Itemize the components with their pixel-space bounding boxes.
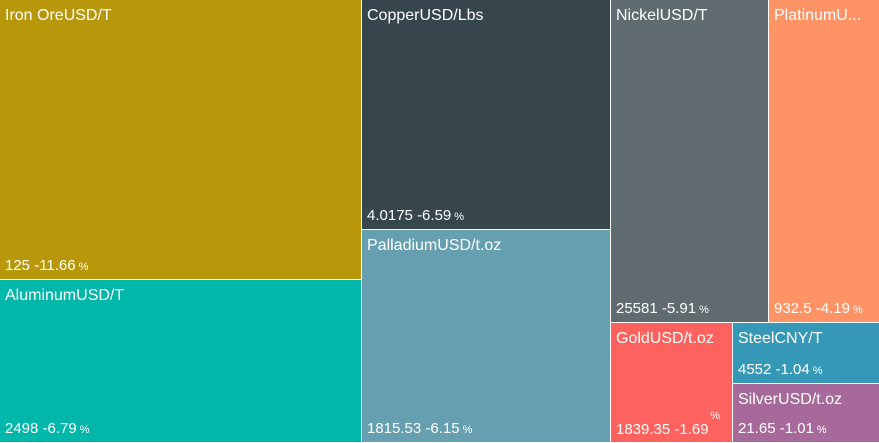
- tile-value: 21.65 -1.01%: [738, 420, 827, 437]
- tile-platinum[interactable]: PlatinumU... 932.5 -4.19%: [769, 0, 879, 323]
- tile-value: 125 -11.66%: [5, 257, 89, 274]
- tile-label: GoldUSD/t.oz: [616, 330, 714, 347]
- tile-value: 932.5 -4.19%: [774, 300, 863, 317]
- tile-label: CopperUSD/Lbs: [367, 7, 484, 24]
- tile-nickel[interactable]: NickelUSD/T 25581 -5.91%: [611, 0, 769, 323]
- tile-copper[interactable]: CopperUSD/Lbs 4.0175 -6.59%: [362, 0, 611, 230]
- tile-value: 25581 -5.91%: [616, 300, 709, 317]
- tile-palladium[interactable]: PalladiumUSD/t.oz 1815.53 -6.15%: [362, 230, 611, 443]
- tile-label: PlatinumU...: [774, 7, 862, 24]
- tile-value: 1815.53 -6.15%: [367, 420, 473, 437]
- tile-label: SteelCNY/T: [738, 330, 823, 347]
- tile-pct-sign: %: [710, 410, 720, 422]
- tile-steel[interactable]: SteelCNY/T 4552 -1.04%: [733, 323, 879, 384]
- tile-label: PalladiumUSD/t.oz: [367, 237, 502, 254]
- tile-label: Iron OreUSD/T: [5, 7, 112, 24]
- tile-value: 1839.35 -1.69: [616, 421, 709, 438]
- tile-label: AluminumUSD/T: [5, 287, 125, 304]
- tile-value: 4.0175 -6.59%: [367, 207, 465, 224]
- tile-value: 4552 -1.04%: [738, 361, 823, 378]
- tile-label: SilverUSD/t.oz: [738, 391, 843, 408]
- tile-silver[interactable]: SilverUSD/t.oz 21.65 -1.01%: [733, 384, 879, 443]
- tile-value: 2498 -6.79%: [5, 420, 90, 437]
- tile-iron-ore[interactable]: Iron OreUSD/T 125 -11.66%: [0, 0, 362, 280]
- tile-gold[interactable]: GoldUSD/t.oz 1839.35 -1.69 %: [611, 323, 733, 443]
- tile-aluminum[interactable]: AluminumUSD/T 2498 -6.79%: [0, 280, 362, 443]
- tile-label: NickelUSD/T: [616, 7, 708, 24]
